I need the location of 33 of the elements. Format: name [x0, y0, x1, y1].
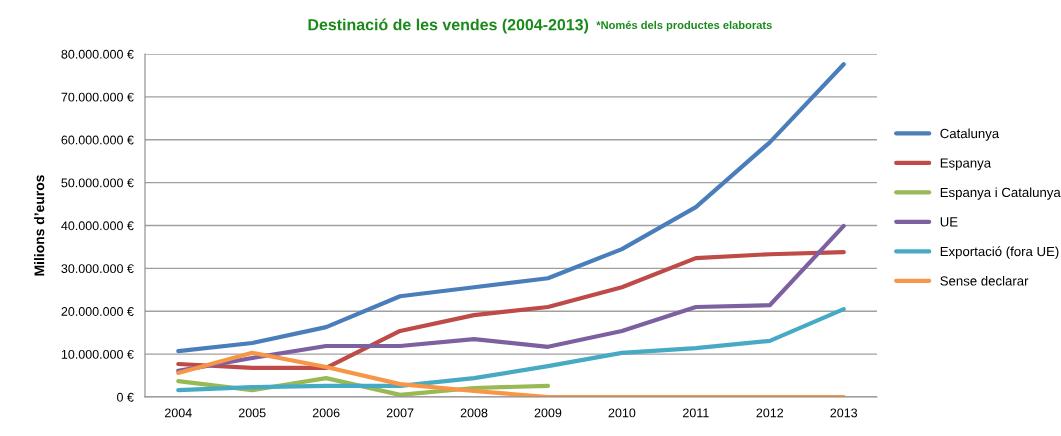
- legend-label: Espanya i Catalunya: [940, 187, 1061, 200]
- legend-label: UE: [940, 217, 958, 227]
- y-tick-label: 70.000.000 €: [61, 92, 134, 102]
- y-tick-label: 60.000.000 €: [61, 135, 134, 145]
- x-tick-label: 2007: [386, 408, 414, 418]
- x-tick-label: 2009: [534, 408, 562, 418]
- chart-title: Destinació de les vendes (2004-2013): [308, 18, 589, 34]
- x-tick-label: 2004: [165, 408, 192, 418]
- x-tick-label: 2005: [238, 408, 266, 418]
- y-axis-title: Milions d’euros: [34, 175, 45, 276]
- line-series: [176, 223, 846, 373]
- line-series: [176, 62, 846, 354]
- x-tick-label: 2012: [756, 408, 784, 418]
- x-tick-label: 2013: [830, 408, 858, 418]
- legend-label: Sense declarar: [940, 275, 1029, 286]
- legend-label: Exportació (fora UE): [940, 246, 1059, 259]
- chart-subtitle: *Només dels productes elaborats: [596, 20, 772, 32]
- x-tick-label: 2011: [683, 408, 709, 418]
- y-tick-label: 50.000.000 €: [61, 178, 134, 188]
- x-tick-label: 2006: [312, 408, 340, 418]
- x-tick-label: 2008: [460, 408, 488, 418]
- line-series: [176, 249, 846, 370]
- x-tick-label: 2010: [608, 408, 636, 418]
- y-tick-label: 30.000.000 €: [61, 264, 134, 274]
- y-tick-label: 10.000.000 €: [61, 349, 134, 359]
- y-tick-label: 40.000.000 €: [61, 221, 134, 231]
- line-series: [176, 350, 846, 397]
- y-tick-label: 80.000.000 €: [61, 49, 134, 59]
- legend-label: Espanya: [940, 158, 992, 171]
- legend-label: Catalunya: [940, 128, 1000, 141]
- y-tick-label: 20.000.000 €: [61, 307, 134, 316]
- line-series: [176, 307, 846, 393]
- y-tick-label: 0 €: [117, 392, 134, 402]
